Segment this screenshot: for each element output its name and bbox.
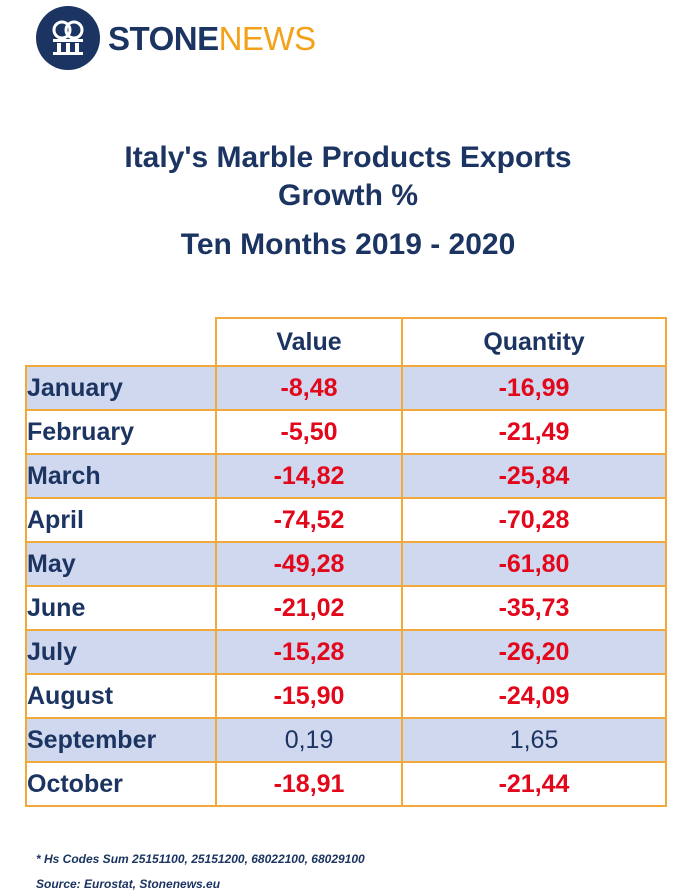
month-cell: February [25, 409, 217, 455]
table-row: October -18,91 -21,44 [25, 761, 667, 807]
quantity-cell: -21,44 [401, 761, 667, 807]
month-cell: October [25, 761, 217, 807]
quantity-cell: -61,80 [401, 541, 667, 587]
column-logo-icon [36, 6, 100, 70]
logo-wordmark: STONENEWS [108, 22, 316, 55]
quantity-cell: -26,20 [401, 629, 667, 675]
value-cell: -74,52 [214, 497, 404, 543]
table-row: February -5,50 -21,49 [25, 409, 667, 455]
header-corner [25, 317, 217, 367]
quantity-cell: -70,28 [401, 497, 667, 543]
value-cell: -5,50 [214, 409, 404, 455]
hs-codes-note: * Hs Codes Sum 25151100, 25151200, 68022… [36, 852, 365, 866]
quantity-cell: -21,49 [401, 409, 667, 455]
table-row: May -49,28 -61,80 [25, 541, 667, 587]
chart-subtitle: Ten Months 2019 - 2020 [180, 228, 516, 261]
quantity-cell: -25,84 [401, 453, 667, 499]
quantity-cell: -35,73 [401, 585, 667, 631]
month-cell: March [25, 453, 217, 499]
value-cell: -21,02 [214, 585, 404, 631]
value-cell: -14,82 [214, 453, 404, 499]
source-note: Source: Eurostat, Stonenews.eu [36, 877, 221, 891]
month-cell: April [25, 497, 217, 543]
quantity-cell: -16,99 [401, 365, 667, 411]
chart-title: Italy's Marble Products Exports [124, 141, 572, 174]
logo-stone-text: STONE [108, 19, 219, 57]
month-cell: September [25, 717, 217, 763]
value-cell: -18,91 [214, 761, 404, 807]
exports-growth-table: Value Quantity January -8,48 -16,99 Februar… [25, 317, 667, 807]
table-body: January -8,48 -16,99 February -5,50 -21,49 Mar… [25, 365, 667, 807]
table-row: June -21,02 -35,73 [25, 585, 667, 631]
quantity-cell: 1,65 [401, 717, 667, 763]
value-cell: -15,90 [214, 673, 404, 719]
value-cell: 0,19 [214, 717, 404, 763]
month-cell: June [25, 585, 217, 631]
table-row: April -74,52 -70,28 [25, 497, 667, 543]
value-cell: -8,48 [214, 365, 404, 411]
table-row: March -14,82 -25,84 [25, 453, 667, 499]
quantity-cell: -24,09 [401, 673, 667, 719]
month-cell: January [25, 365, 217, 411]
table-row: January -8,48 -16,99 [25, 365, 667, 411]
table-row: August -15,90 -24,09 [25, 673, 667, 719]
chart-title-line2: Growth % [278, 179, 418, 212]
column-header-quantity: Quantity [401, 317, 667, 367]
value-cell: -15,28 [214, 629, 404, 675]
table-header-row: Value Quantity [25, 317, 667, 367]
logo-news-text: NEWS [218, 19, 317, 57]
stonenews-logo: STONENEWS [36, 6, 316, 70]
value-cell: -49,28 [214, 541, 404, 587]
column-header-value: Value [214, 317, 404, 367]
month-cell: August [25, 673, 217, 719]
table-row: July -15,28 -26,20 [25, 629, 667, 675]
table-row: September 0,19 1,65 [25, 717, 667, 763]
month-cell: July [25, 629, 217, 675]
month-cell: May [25, 541, 217, 587]
